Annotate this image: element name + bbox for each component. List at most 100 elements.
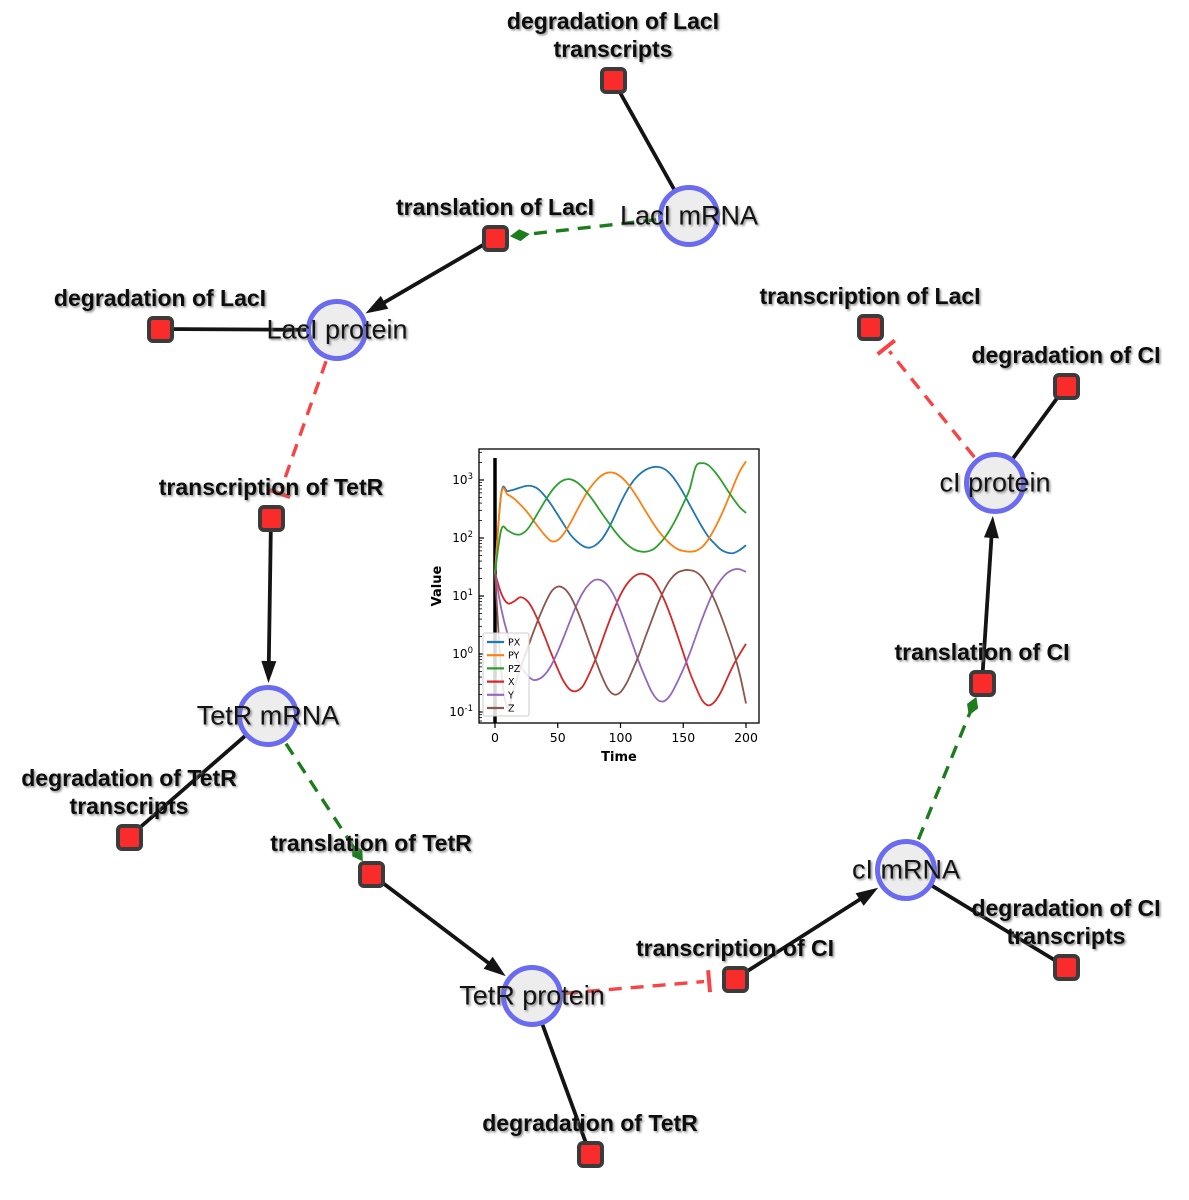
series-curve-X (494, 572, 747, 707)
reaction-label-line: degradation of CI (971, 342, 1161, 368)
reaction-node-translation-of-ci[interactable] (968, 669, 996, 697)
edge-production-translation-of-tetr-tetr-protein (369, 872, 506, 977)
reaction-label-transcription-of-ci: transcription of CI (636, 934, 834, 962)
x-tick-label: 0 (491, 730, 499, 745)
edge-inhibition-tetr-protein-transcription-of-ci (564, 970, 713, 995)
edge-inhibition-ci-protein-transcription-of-laci (876, 338, 976, 459)
modifier-diamond-icon (509, 229, 530, 242)
edge-modifier-ci-mrna-translation-of-ci (916, 696, 979, 841)
reaction-label-line: degradation of LacI (506, 8, 720, 34)
reaction-label-line: translation of LacI (395, 194, 595, 220)
reaction-label-transcription-of-laci: transcription of LacI (759, 282, 980, 310)
arrowhead-icon (983, 515, 999, 539)
series-curve-Y (494, 568, 747, 703)
reaction-node-transcription-of-laci[interactable] (856, 313, 884, 341)
species-node-laci-mrna[interactable] (658, 185, 720, 247)
reaction-label-translation-of-tetr: translation of TetR (270, 829, 471, 857)
species-node-ci-protein[interactable] (964, 452, 1026, 514)
reaction-label-line: degradation of LacI (53, 285, 267, 311)
plot-legend: PX PY PZ XYZ (482, 632, 530, 717)
legend-box (482, 632, 530, 717)
legend-label-PX: PX (508, 638, 521, 649)
reaction-node-transcription-of-ci[interactable] (721, 965, 749, 993)
reaction-label-degradation-of-laci: degradation of LacI (54, 284, 266, 312)
species-label-laci-protein: LacI protein (266, 314, 408, 345)
reaction-node-degradation-of-ci[interactable] (1052, 372, 1080, 400)
species-node-laci-protein[interactable] (306, 299, 368, 361)
edge-production-transcription-of-ci-ci-mrna (733, 887, 879, 981)
arrowhead-icon (261, 660, 277, 684)
edge-production-translation-of-laci-laci-protein (365, 236, 496, 314)
x-tick-label: 50 (550, 730, 566, 745)
species-node-tetr-mrna[interactable] (237, 685, 299, 747)
species-label-laci-mrna: LacI mRNA (619, 200, 759, 231)
species-node-ci-mrna[interactable] (875, 839, 937, 901)
reaction-label-degradation-of-ci-transcripts: degradation of CI transcripts (971, 894, 1160, 950)
y-tick-label: 103 (452, 472, 473, 487)
legend-label-X: X (508, 677, 515, 688)
reaction-label-degradation-of-tetr-transcripts: degradation of TetR transcripts (21, 764, 237, 820)
series-curve-PZ (494, 462, 747, 574)
reaction-node-degradation-of-tetr[interactable] (576, 1140, 604, 1168)
legend-label-PZ: PZ (508, 664, 521, 675)
edge-production-translation-of-ci-ci-protein (980, 515, 999, 684)
reaction-node-degradation-of-laci-transcripts[interactable] (599, 66, 627, 94)
reaction-label-line: transcripts (69, 793, 189, 819)
series-curve-PX (494, 465, 747, 573)
reaction-label-line: translation of TetR (270, 830, 472, 856)
edge-consumption-ci-mrna-degradation-of-ci-transcripts (905, 868, 1067, 969)
x-axis-title: Time (601, 750, 637, 765)
edge-production-transcription-of-tetr-tetr-mrna (261, 517, 277, 684)
legend-label-PY: PY (508, 651, 520, 662)
y-tick-label: 101 (452, 588, 473, 603)
y-axis-title: Value (430, 565, 445, 606)
species-label-ci-protein: cI protein (939, 467, 1051, 498)
x-tick-label: 100 (609, 730, 633, 745)
legend-label-Y: Y (507, 690, 514, 701)
series-curve-Z (494, 569, 747, 709)
y-tick-label: 102 (452, 530, 473, 545)
x-tick-label: 200 (734, 730, 758, 745)
x-tick-label: 150 (671, 730, 695, 745)
reaction-label-line: translation of CI (894, 639, 1070, 665)
legend-label-Z: Z (508, 704, 515, 715)
species-node-tetr-protein[interactable] (501, 965, 563, 1027)
reaction-label-line: transcription of CI (635, 935, 835, 961)
reaction-label-translation-of-ci: translation of CI (894, 638, 1069, 666)
reaction-node-degradation-of-ci-transcripts[interactable] (1052, 953, 1080, 981)
reaction-label-line: transcription of LacI (759, 283, 981, 309)
reaction-label-degradation-of-ci: degradation of CI (971, 341, 1160, 369)
reaction-label-line: transcripts (1006, 923, 1126, 949)
arrowhead-icon (483, 956, 506, 977)
reaction-label-line: degradation of CI (971, 895, 1161, 921)
arrowhead-icon (365, 295, 389, 314)
reaction-node-translation-of-laci[interactable] (481, 224, 509, 252)
reaction-label-degradation-of-tetr: degradation of TetR (482, 1109, 698, 1137)
reaction-label-line: transcripts (553, 36, 673, 62)
plot-frame (478, 448, 760, 724)
species-label-tetr-mrna: TetR mRNA (196, 700, 340, 731)
edge-inhibition-laci-protein-transcription-of-tetr (268, 360, 328, 499)
reaction-label-translation-of-laci: translation of LacI (396, 193, 594, 221)
y-tick-label: 100 (452, 646, 473, 661)
reaction-node-transcription-of-tetr[interactable] (257, 504, 285, 532)
reaction-node-degradation-of-laci[interactable] (146, 315, 174, 343)
reaction-label-degradation-of-laci-transcripts: degradation of LacI transcripts (507, 7, 719, 63)
modifier-diamond-icon (967, 696, 979, 716)
edge-modifier-tetr-mrna-translation-of-tetr (284, 742, 363, 862)
modifier-diamond-icon (351, 844, 363, 862)
reaction-label-line: degradation of TetR (21, 765, 237, 791)
reaction-label-line: transcription of TetR (158, 474, 384, 500)
reaction-label-line: degradation of TetR (482, 1110, 698, 1136)
reaction-node-translation-of-tetr[interactable] (357, 860, 385, 888)
arrowhead-icon (855, 887, 879, 906)
reaction-node-degradation-of-tetr-transcripts[interactable] (115, 823, 143, 851)
series-curve-PY (494, 460, 747, 573)
edge-modifier-laci-mrna-translation-of-laci (509, 218, 657, 242)
species-label-tetr-protein: TetR protein (459, 980, 605, 1011)
species-label-ci-mrna: cI mRNA (852, 854, 960, 885)
y-tick-label: 10-1 (449, 704, 473, 719)
